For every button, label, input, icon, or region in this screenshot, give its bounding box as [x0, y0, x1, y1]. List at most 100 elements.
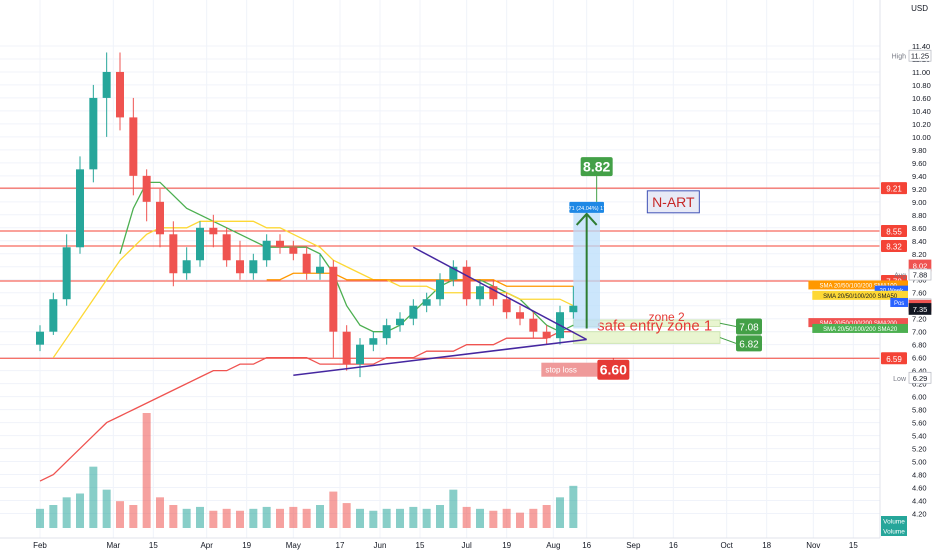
price-label-text: 7.35	[913, 305, 928, 314]
price-tick-label: 6.40	[912, 367, 927, 376]
candle	[169, 221, 178, 287]
projection-tool[interactable]: 1.71 (24.04%) 171 8.82	[564, 157, 613, 329]
candle	[116, 52, 124, 131]
volume-bar	[196, 506, 204, 528]
candle	[102, 52, 111, 137]
price-tick-label: 9.00	[912, 198, 927, 207]
volume-bar	[409, 506, 418, 528]
price-label-text: 11.25	[911, 52, 929, 61]
price-label-tag: High	[892, 54, 907, 61]
candle	[276, 234, 284, 254]
candle-body	[49, 299, 58, 332]
candle-body	[529, 318, 538, 332]
volume-bar	[569, 485, 578, 528]
price-tick-label: 8.40	[912, 237, 927, 246]
candle-body	[449, 266, 458, 280]
volume-bar	[116, 501, 124, 528]
price-tick-label: 6.80	[912, 341, 927, 350]
price-label-box[interactable]	[908, 371, 932, 384]
triangle-trendline[interactable]	[412, 246, 588, 341]
volume-bar	[542, 505, 551, 528]
zone-flag[interactable]	[736, 335, 762, 352]
volume-bar	[142, 413, 151, 528]
candle	[196, 221, 204, 267]
candle-body	[302, 253, 311, 274]
zone-2-label: zone 2	[649, 310, 685, 324]
annotations[interactable]: N-ART stop loss 6.60	[541, 190, 700, 380]
price-tick-label: 5.20	[912, 445, 927, 454]
price-tick-label: 9.20	[912, 185, 927, 194]
price-tick-label: 5.00	[912, 458, 927, 467]
price-tick-label: 6.60	[912, 354, 927, 363]
ma-legend-text: Pos	[894, 301, 904, 307]
price-tick-label: 4.40	[912, 497, 927, 506]
candle	[329, 260, 338, 358]
candle	[449, 260, 458, 287]
trendlines[interactable]	[293, 246, 588, 376]
volume-bar	[502, 508, 511, 528]
zone-flag[interactable]	[736, 318, 762, 335]
triangle-trendline[interactable]	[293, 338, 587, 376]
volume-bar	[62, 497, 71, 528]
time-tick-label: Nov	[806, 541, 820, 550]
volume-bar	[76, 493, 84, 528]
candle-body	[502, 299, 511, 313]
volume-bar	[156, 497, 164, 528]
candle-body	[356, 344, 364, 365]
stop-loss-box[interactable]	[541, 362, 598, 377]
volume-bar	[449, 489, 458, 528]
price-label-box[interactable]	[908, 303, 932, 315]
time-tick-label: Apr	[200, 541, 213, 550]
price-axis[interactable]: USD11.4011.2011.0010.8010.6010.4010.2010…	[808, 0, 932, 538]
price-tick-label: 7.20	[912, 315, 927, 324]
projection-info-box[interactable]	[569, 201, 604, 213]
volume-bar	[556, 497, 564, 528]
price-tick-label: 8.80	[912, 211, 927, 220]
volume-bar	[36, 508, 44, 528]
zone-flag-label: 7.08	[739, 322, 759, 333]
price-tick-label: 10.80	[912, 81, 931, 90]
candle-body	[422, 299, 431, 306]
time-axis[interactable]: Feb Mar 15 Apr 19 May 17 Jun 15 Jul 19 Aug 16 Sep 16 Oc…	[0, 537, 880, 550]
candle-body	[489, 286, 498, 300]
candle-body	[196, 227, 204, 261]
price-label-box[interactable]	[908, 49, 932, 62]
candles	[36, 52, 578, 378]
zone-flag-label: 6.82	[739, 339, 759, 350]
time-tick-label: 15	[849, 541, 858, 550]
time-tick-label: Aug	[546, 541, 560, 550]
volume-bar	[169, 505, 178, 528]
price-label-tag: Low	[893, 376, 907, 383]
volume-bar	[489, 510, 498, 528]
candle-body	[102, 71, 111, 98]
time-tick-label: Jul	[462, 541, 472, 550]
target-flag[interactable]	[580, 157, 613, 177]
volume-bar	[422, 508, 431, 528]
candle	[129, 97, 138, 196]
ma-legend-tag	[874, 285, 908, 295]
candle-body	[169, 234, 178, 274]
stop-loss-flag[interactable]	[597, 359, 630, 380]
ma-legend-tag	[808, 280, 908, 290]
volume-bars	[36, 413, 578, 528]
candle	[422, 292, 431, 313]
horizontal-level-tag	[881, 225, 907, 238]
ma-legend-tag	[812, 323, 908, 333]
price-tick-label: 7.00	[912, 328, 927, 337]
candle-body	[542, 331, 551, 339]
price-label-box[interactable]	[908, 268, 932, 281]
candle	[289, 240, 298, 261]
candle-body	[249, 260, 258, 274]
candle	[342, 325, 351, 371]
ma-legend-tag	[812, 290, 908, 300]
volume-bar	[102, 489, 111, 528]
price-label-text: 6.29	[913, 374, 928, 383]
candle-body	[262, 240, 271, 261]
target-value: 8.82	[583, 159, 610, 175]
price-tick-label: 4.20	[912, 510, 927, 519]
price-tick-label: 10.20	[912, 120, 931, 129]
candle-body	[329, 266, 338, 332]
